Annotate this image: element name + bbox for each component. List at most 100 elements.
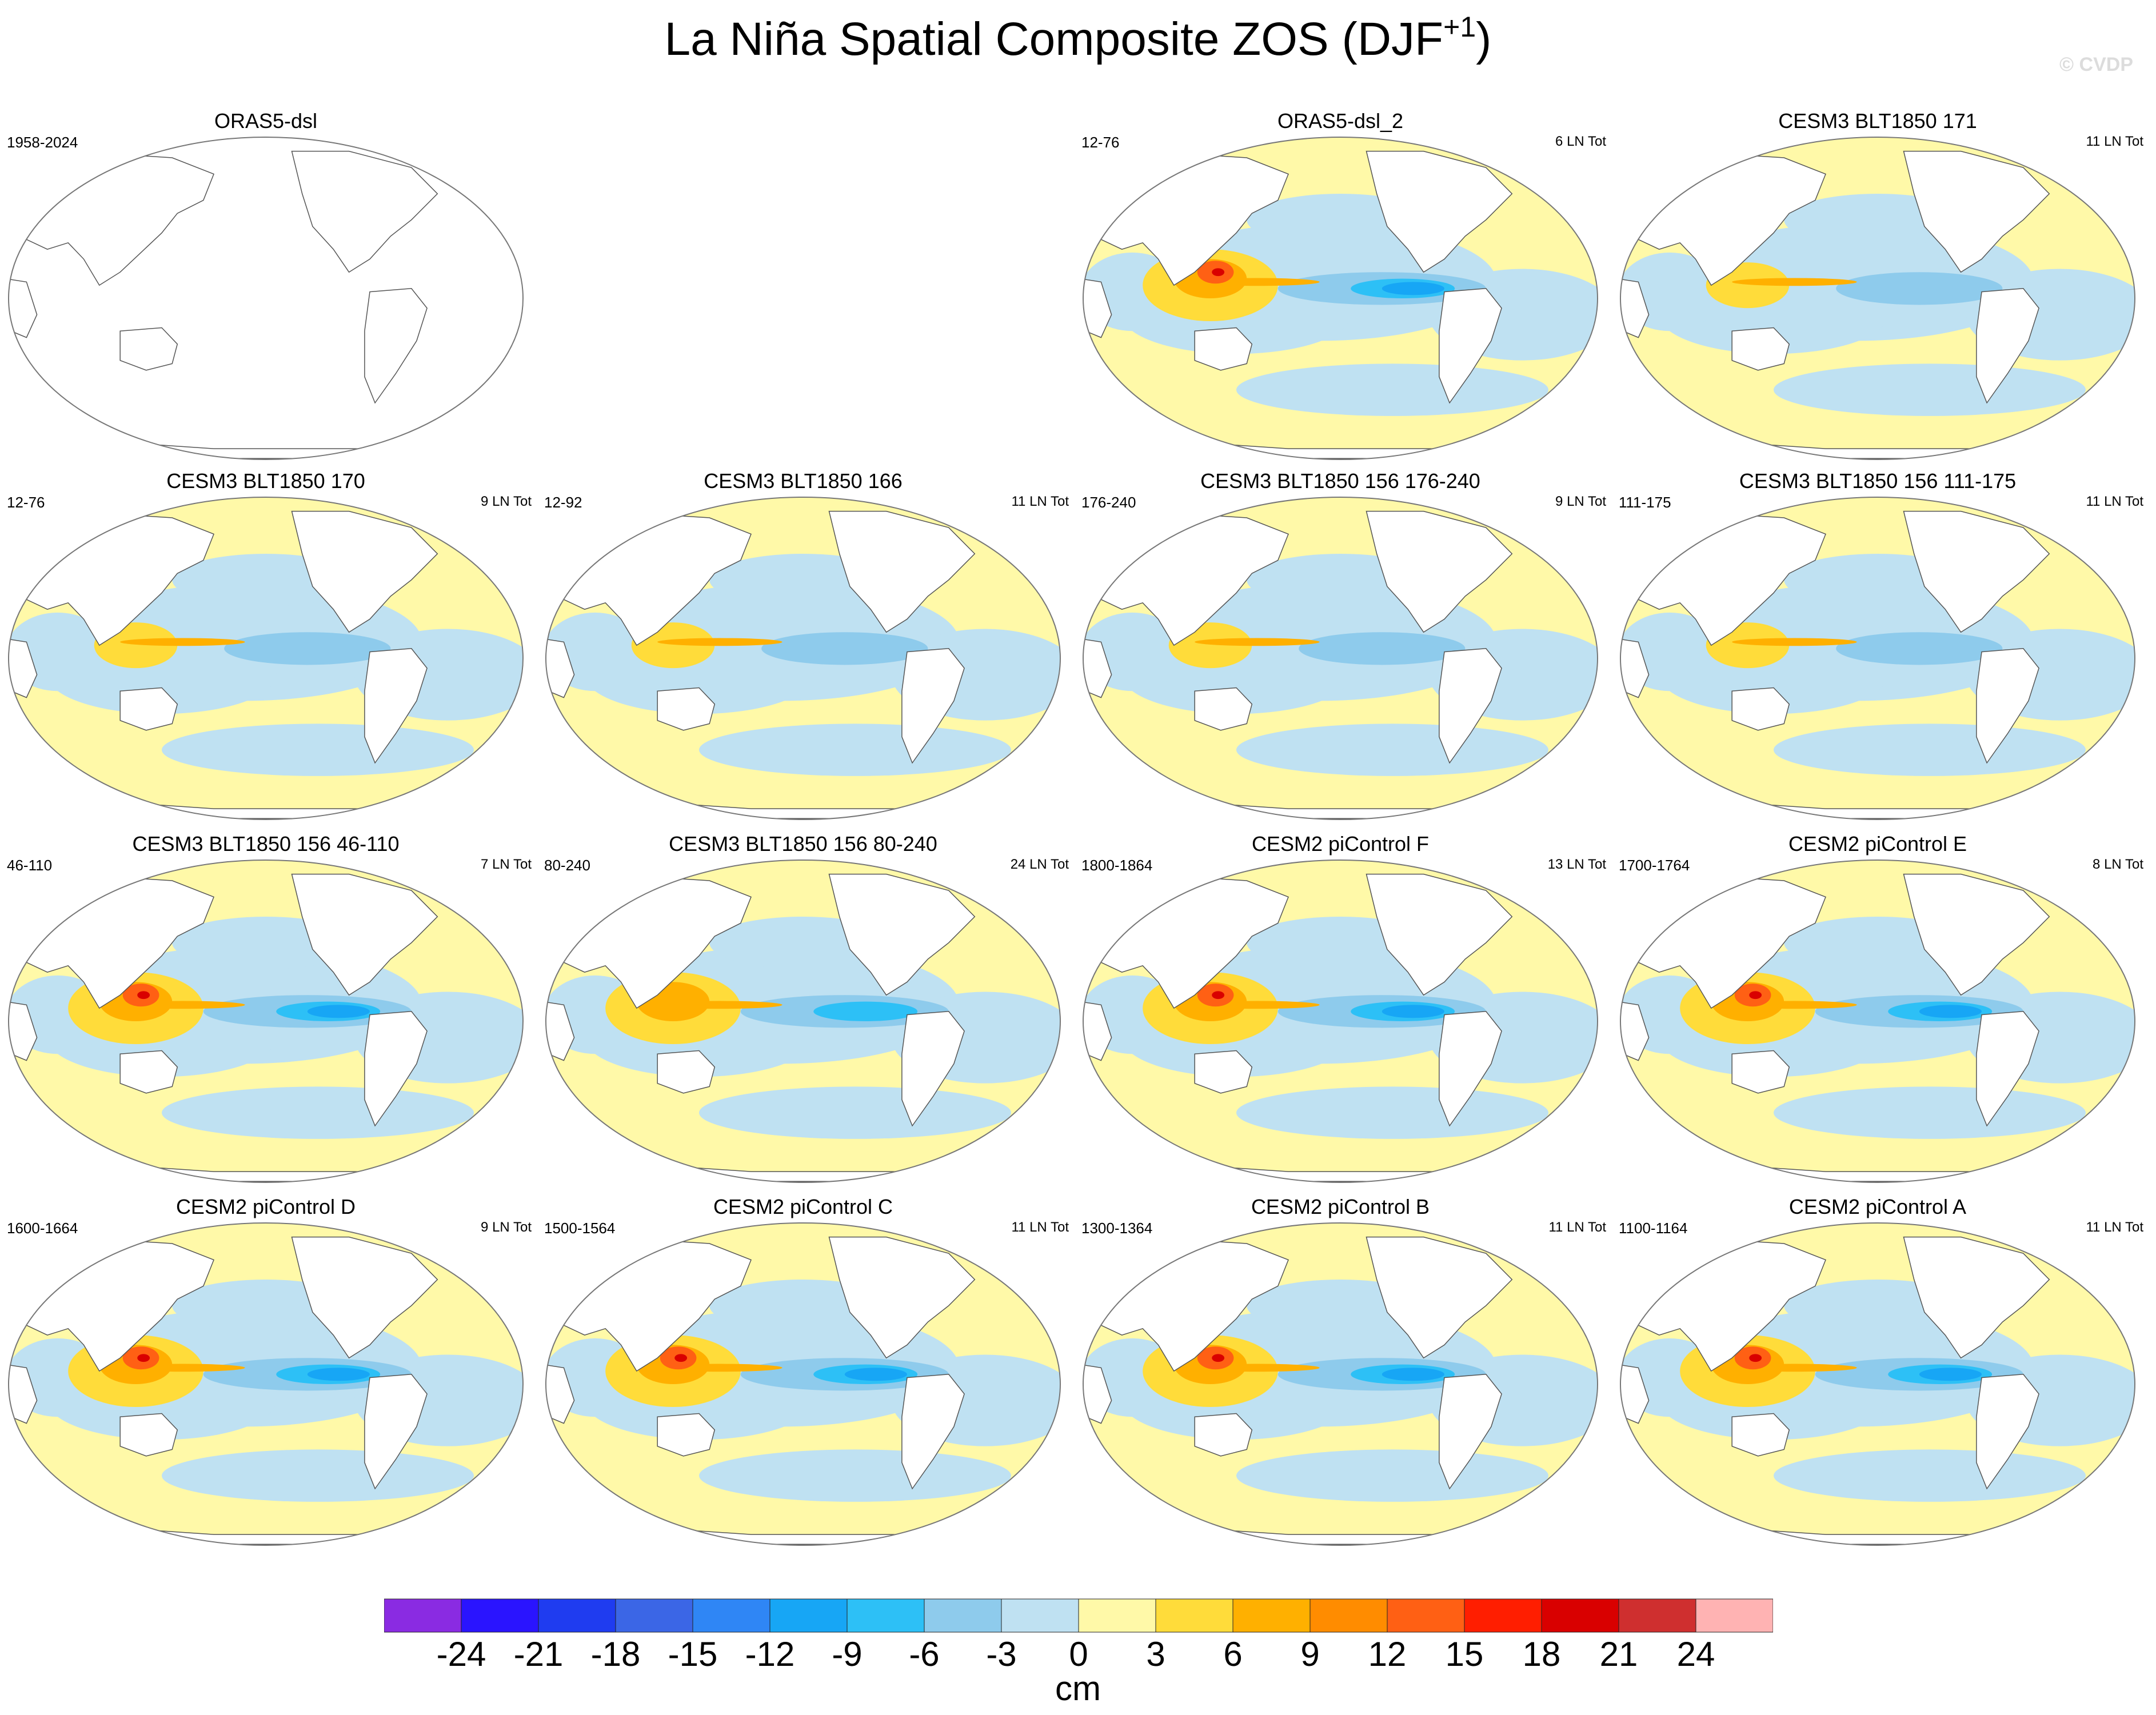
continent-australia (1731, 1050, 1790, 1094)
continent-northamerica (1366, 1236, 1513, 1359)
map-border (1083, 497, 1598, 820)
colorbar-swatch (1078, 1598, 1156, 1633)
anomaly-patch-dark-red (1212, 991, 1225, 1000)
continent-southamerica (901, 1374, 965, 1490)
continent-australia (1731, 1413, 1790, 1457)
colorbar-tick-label: 24 (1676, 1635, 1715, 1673)
panel-event-count: 6 LN Tot (1555, 134, 1606, 149)
continent-africae (9, 278, 38, 338)
map-border (545, 860, 1061, 1183)
anomaly-patch-strong-blue (844, 1368, 907, 1381)
panel-years: 176-240 (1081, 494, 1136, 511)
anomaly-patch-dark-red (1212, 268, 1225, 277)
continent-europe (1021, 540, 1060, 581)
map-panel: CESM2 piControl B 1300-1364 11 LN Tot (1075, 1194, 1606, 1549)
colorbar-tick-label: -18 (590, 1635, 641, 1673)
continent-northamerica (1366, 150, 1513, 273)
panel-title: CESM2 piControl C (713, 1195, 893, 1218)
continent-southamerica (1439, 1011, 1502, 1127)
colorbar-tick-label: 18 (1522, 1635, 1561, 1673)
colorbar-swatch (1155, 1598, 1233, 1633)
continent-europe (1558, 903, 1598, 944)
anomaly-patch-blue (1836, 272, 2003, 305)
map-panel: CESM2 piControl F 1800-1864 13 LN Tot (1075, 831, 1606, 1186)
colorbar-swatch (1464, 1598, 1542, 1633)
colorbar-swatch (1618, 1598, 1696, 1633)
panel-title: CESM2 piControl E (1788, 832, 1967, 855)
panel-title: ORAS5-dsl (214, 109, 318, 133)
panel-years: 1100-1164 (1619, 1220, 1688, 1237)
panel-event-count: 9 LN Tot (1555, 494, 1606, 509)
robinson-map (1083, 497, 1598, 820)
continent-europe (1558, 180, 1598, 221)
continent-europe (2095, 180, 2135, 221)
anomaly-equatorial-band (120, 638, 245, 646)
map-border (545, 1222, 1061, 1546)
continent-southamerica (364, 648, 428, 764)
continent-australia (1194, 687, 1253, 731)
anomaly-patch-light-blue (1774, 1449, 2086, 1502)
anomaly-patch-light-blue (1774, 363, 2086, 416)
continent-northamerica (828, 510, 976, 633)
continent-australia (1731, 327, 1790, 371)
anomaly-patch-strong-blue (1382, 1005, 1444, 1018)
panel-event-count: 13 LN Tot (1547, 857, 1606, 872)
continent-northamerica (1903, 150, 2050, 273)
panel-title: CESM3 BLT1850 156 111-175 (1739, 469, 2017, 493)
continent-australia (119, 1413, 178, 1457)
continent-europe (484, 180, 523, 221)
colorbar-tick-label: -15 (668, 1635, 718, 1673)
continent-europe (484, 1266, 523, 1306)
panel-event-count: 11 LN Tot (2086, 1220, 2143, 1235)
colorbar-tick-label: -24 (436, 1635, 486, 1673)
colorbar-swatch (461, 1598, 539, 1633)
continent-northamerica (291, 150, 438, 273)
colorbar-tick-label: 3 (1146, 1635, 1165, 1673)
continent-europe (1558, 1266, 1598, 1306)
colorbar-tick-label: -3 (986, 1635, 1017, 1673)
map-panel: CESM3 BLT1850 156 111-175 111-175 11 LN To… (1612, 469, 2143, 823)
colorbar-tick-label: -9 (832, 1635, 863, 1673)
panel-title: ORAS5-dsl_2 (1277, 109, 1404, 133)
anomaly-patch-dark-red (1212, 1354, 1225, 1362)
anomaly-patch-light-blue (162, 1086, 474, 1139)
map-border (1620, 860, 2135, 1183)
panel-event-count: 11 LN Tot (1011, 1220, 1069, 1235)
map-panel: CESM3 BLT1850 156 80-240 80-240 24 LN Tot (537, 831, 1069, 1186)
continent-australia (1194, 1050, 1253, 1094)
continent-southamerica (1976, 648, 2039, 764)
panel-title: CESM2 piControl B (1251, 1195, 1430, 1218)
panel-event-count: 8 LN Tot (2093, 857, 2143, 872)
continent-southamerica (1976, 1011, 2039, 1127)
map-panel: CESM2 piControl D 1600-1664 9 LN Tot (0, 1194, 532, 1549)
panel-years: 1800-1864 (1081, 857, 1153, 874)
continent-europe (484, 903, 523, 944)
continent-antarctica (68, 438, 464, 459)
continent-australia (119, 1050, 178, 1094)
panel-years: 12-76 (7, 494, 45, 511)
panel-event-count: 9 LN Tot (481, 494, 532, 509)
colorbar-swatch (847, 1598, 925, 1633)
continent-europe (1558, 540, 1598, 581)
panel-years: 12-92 (544, 494, 582, 511)
map-panel: CESM2 piControl C 1500-1564 11 LN Tot (537, 1194, 1069, 1549)
map-border (8, 860, 524, 1183)
robinson-map (8, 860, 524, 1183)
continent-europe (2095, 903, 2135, 944)
colorbar-swatch (1541, 1598, 1619, 1633)
colorbar-tick-label: 0 (1069, 1635, 1088, 1673)
colorbar-tick-label: 21 (1599, 1635, 1638, 1673)
panel-years: 80-240 (544, 857, 590, 874)
map-border (545, 497, 1061, 820)
continent-northamerica (828, 1236, 976, 1359)
continent-southamerica (901, 648, 965, 764)
continent-southamerica (1439, 288, 1502, 404)
continent-australia (1731, 687, 1790, 731)
robinson-map (8, 497, 524, 820)
colorbar-tick-label: 15 (1445, 1635, 1484, 1673)
robinson-map (545, 497, 1061, 820)
anomaly-patch-dark-red (137, 991, 150, 1000)
map-panel: CESM2 piControl E 1700-1764 8 LN Tot (1612, 831, 2143, 1186)
robinson-map (1083, 137, 1598, 460)
continent-northamerica (1366, 510, 1513, 633)
